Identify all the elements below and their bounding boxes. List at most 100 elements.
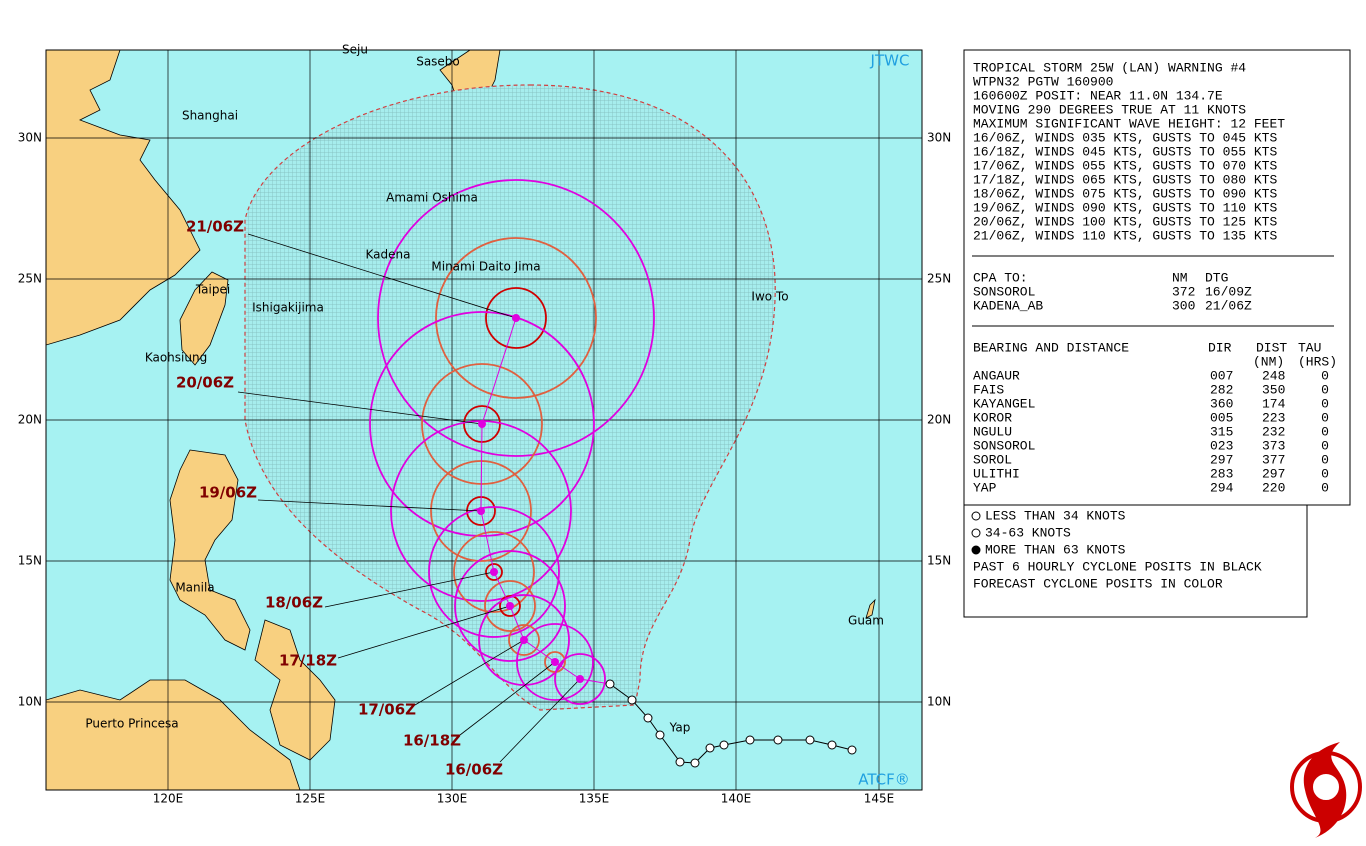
past-posit xyxy=(805,735,815,745)
wind-radius xyxy=(485,287,547,349)
forecast-label: 17/18Z xyxy=(279,652,337,670)
lat-label: 20N xyxy=(927,413,951,427)
forecast-posit xyxy=(512,314,520,322)
bearing-cell: 350 xyxy=(1262,382,1285,397)
forecast-label: 18/06Z xyxy=(265,594,323,612)
bearing-cell: SOROL xyxy=(973,452,1012,467)
lon-label: 120E xyxy=(153,792,184,806)
label-leader xyxy=(324,571,495,608)
warning-line: 17/06Z, WINDS 055 KTS, GUSTS TO 070 KTS xyxy=(973,158,1277,173)
wind-radius xyxy=(453,531,535,613)
lat-label: 15N xyxy=(18,554,42,568)
bearing-cell: 0 xyxy=(1321,396,1329,411)
bearing-header: DIST xyxy=(1256,340,1287,355)
lon-label: 135E xyxy=(579,792,610,806)
place-label: Minami Daito Jima xyxy=(431,260,540,274)
bearing-subheader: (HRS) xyxy=(1298,354,1337,369)
cpa-cell: 372 xyxy=(1172,284,1195,299)
bearing-cell: 297 xyxy=(1262,466,1285,481)
forecast-posit xyxy=(490,568,498,576)
bearing-cell: 373 xyxy=(1262,438,1285,453)
cpa-cell: SONSOROL xyxy=(973,284,1035,299)
past-posit xyxy=(705,743,715,753)
wind-radius xyxy=(516,623,594,701)
forecast-label: 21/06Z xyxy=(186,218,244,236)
legend-symbol xyxy=(971,545,981,555)
forecast-label: 20/06Z xyxy=(176,374,234,392)
label-leader xyxy=(257,499,482,512)
warning-line: 20/06Z, WINDS 100 KTS, GUSTS TO 125 KTS xyxy=(973,214,1277,229)
place-label: Amami Oshima xyxy=(386,191,478,205)
place-label: Guam xyxy=(848,614,884,628)
wind-radius xyxy=(454,550,566,662)
bearing-cell: 315 xyxy=(1210,424,1233,439)
warning-panel xyxy=(963,49,1351,506)
map: 21/06Z 20/06Z 19/06Z 18/06Z 17/18Z 17/06Z 16/1… xyxy=(46,50,922,790)
bearing-header: TAU xyxy=(1298,340,1321,355)
land xyxy=(46,50,876,790)
bearing-cell: 0 xyxy=(1321,410,1329,425)
map-frame xyxy=(45,49,923,791)
wind-radius xyxy=(554,653,606,705)
past-posit xyxy=(827,740,837,750)
warning-line: MOVING 290 DEGREES TRUE AT 11 KNOTS xyxy=(973,102,1246,117)
cpa-cell: KADENA_AB xyxy=(973,298,1043,313)
wind-radius xyxy=(484,580,536,632)
bearing-cell: 282 xyxy=(1210,382,1233,397)
bearing-cell: 0 xyxy=(1321,438,1329,453)
bearing-cell: 360 xyxy=(1210,396,1233,411)
warning-line: MAXIMUM SIGNIFICANT WAVE HEIGHT: 12 FEET xyxy=(973,116,1285,131)
bearing-header: DIR xyxy=(1208,340,1232,355)
legend-item: LESS THAN 34 KNOTS xyxy=(985,508,1126,523)
bearing-cell: 294 xyxy=(1210,480,1234,495)
label-leader xyxy=(414,639,525,706)
bearing-cell: 248 xyxy=(1262,368,1285,383)
lat-label: 20N xyxy=(18,413,42,427)
legend-symbol xyxy=(971,511,981,521)
lon-label: 145E xyxy=(864,792,895,806)
wind-radius xyxy=(508,624,540,656)
bearing-cell: NGULU xyxy=(973,424,1012,439)
warning-line: TROPICAL STORM 25W (LAN) WARNING #4 xyxy=(973,60,1246,75)
bearing-cell: 0 xyxy=(1321,480,1329,495)
bearing-cell: 0 xyxy=(1321,382,1329,397)
warning-line: 16/06Z, WINDS 035 KTS, GUSTS TO 045 KTS xyxy=(973,130,1277,145)
past-posit xyxy=(719,740,729,750)
place-label: Seju xyxy=(342,43,368,57)
bearing-cell: 0 xyxy=(1321,368,1329,383)
label-leader xyxy=(337,605,511,659)
bearing-cell: 283 xyxy=(1210,466,1233,481)
forecast-posit xyxy=(478,420,486,428)
bearing-cell: ULITHI xyxy=(973,466,1020,481)
bearing-cell: 232 xyxy=(1262,424,1285,439)
lat-label: 30N xyxy=(927,131,951,145)
cpa-cell: 16/09Z xyxy=(1205,284,1252,299)
forecast-label: 16/18Z xyxy=(403,732,461,750)
cpa-cell: 300 xyxy=(1172,298,1195,313)
bearing-cell: YAP xyxy=(973,480,997,495)
past-posit xyxy=(745,735,755,745)
lon-label: 140E xyxy=(721,792,752,806)
lat-label: 15N xyxy=(927,554,951,568)
bearing-cell: SONSOROL xyxy=(973,438,1035,453)
cpa-header: DTG xyxy=(1205,270,1228,285)
forecast-posit xyxy=(576,675,584,683)
lat-label: 10N xyxy=(927,695,951,709)
place-label: Yap xyxy=(669,721,691,735)
warning-line: 160600Z POSIT: NEAR 11.0N 134.7E xyxy=(973,88,1223,103)
forecast-label: 19/06Z xyxy=(199,484,257,502)
past-posit xyxy=(627,695,637,705)
lat-label: 10N xyxy=(18,695,42,709)
past-posit xyxy=(655,730,665,740)
forecast-label: 17/06Z xyxy=(358,701,416,719)
place-label: Kaohsiung xyxy=(145,351,207,365)
bearing-cell: 297 xyxy=(1210,452,1233,467)
place-label: Taipei xyxy=(195,283,230,297)
bearing-cell: KOROR xyxy=(973,410,1012,425)
bearing-cell: 023 xyxy=(1210,438,1233,453)
warning-line: WTPN32 PGTW 160900 xyxy=(973,74,1113,89)
bearing-cell: 0 xyxy=(1321,452,1329,467)
bearing-cell: 174 xyxy=(1262,396,1286,411)
past-posit xyxy=(847,745,857,755)
lat-label: 30N xyxy=(18,131,42,145)
